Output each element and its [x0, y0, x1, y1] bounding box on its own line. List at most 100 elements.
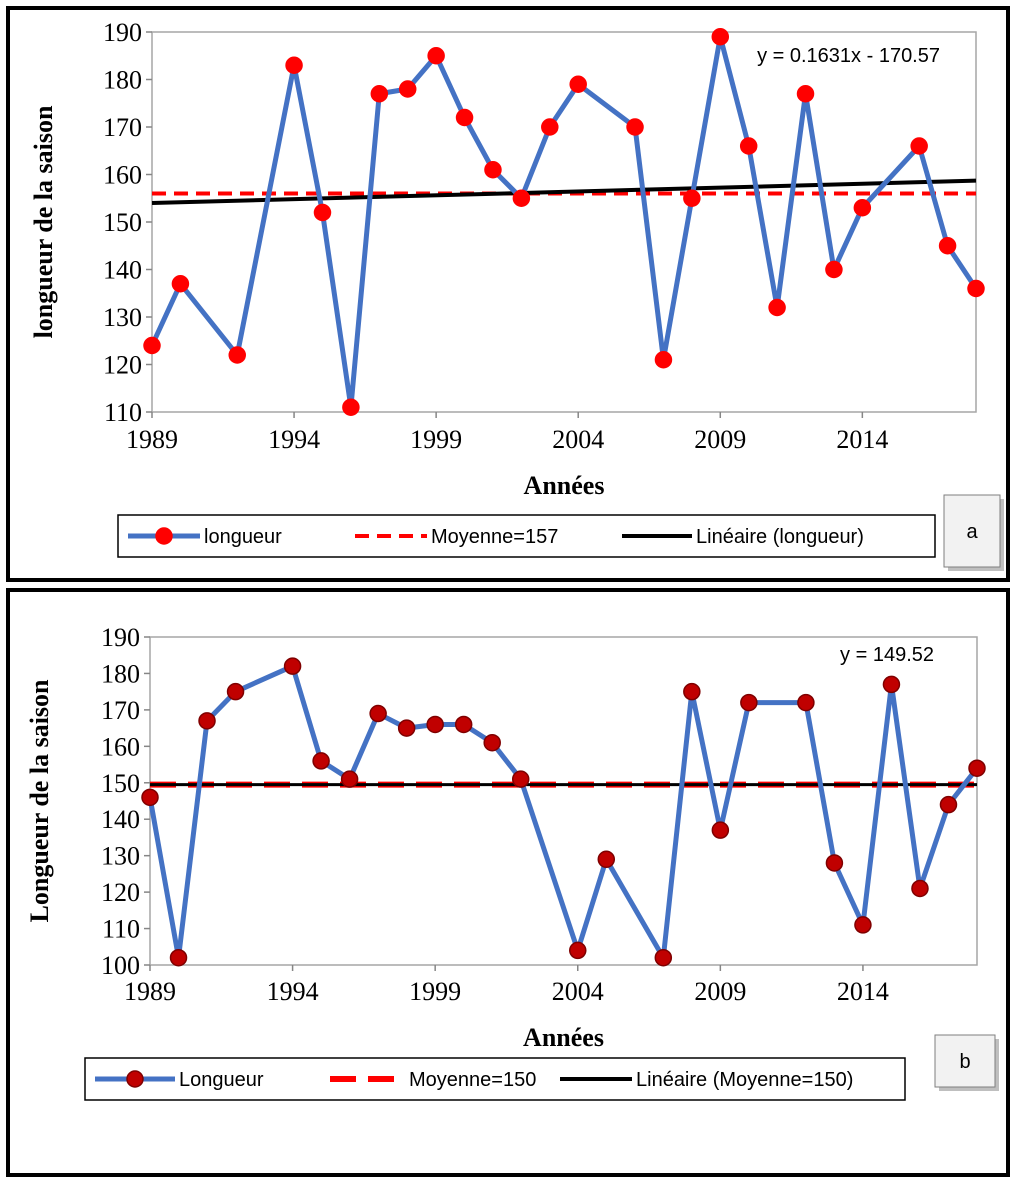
x-tick-label: 2004	[552, 977, 604, 1006]
y-tick-label: 160	[103, 161, 142, 190]
legend-label: Longueur	[179, 1069, 264, 1091]
x-tick-label: 1994	[268, 425, 320, 454]
x-tick-label: 2014	[836, 425, 888, 454]
data-point	[484, 161, 502, 179]
x-tick-label: 1989	[126, 425, 178, 454]
y-axis-title: Longueur de la saison	[25, 679, 54, 923]
y-tick-label: 190	[101, 623, 140, 652]
data-point	[711, 28, 730, 46]
x-tick-label: 2014	[837, 977, 889, 1006]
data-point	[285, 56, 303, 74]
annotation: y = 149.52	[840, 644, 934, 666]
y-tick-label: 100	[101, 951, 140, 980]
y-tick-label: 180	[101, 659, 140, 688]
x-tick-label: 2004	[552, 425, 604, 454]
data-point	[740, 693, 758, 712]
data-point	[853, 199, 872, 217]
data-point	[569, 75, 587, 93]
data-point	[683, 682, 701, 701]
data-point	[228, 346, 246, 364]
y-tick-label: 150	[101, 769, 140, 798]
data-point	[882, 675, 901, 694]
annotation: y = 0.1631x - 170.57	[757, 45, 940, 67]
legend-label: Moyenne=150	[409, 1069, 536, 1091]
x-tick-label: 2009	[694, 977, 746, 1006]
y-tick-label: 170	[101, 696, 140, 725]
data-point	[342, 398, 360, 416]
y-tick-label: 140	[101, 805, 140, 834]
x-tick-label: 2009	[694, 425, 746, 454]
panel-label: a	[966, 521, 978, 543]
data-point	[398, 80, 417, 98]
legend-label: Linéaire (longueur)	[696, 526, 864, 548]
y-tick-label: 150	[103, 208, 142, 237]
data-point	[825, 260, 843, 279]
series-line	[147, 663, 979, 961]
x-tick-label: 1999	[409, 977, 461, 1006]
data-point	[569, 941, 587, 960]
data-point	[511, 770, 530, 788]
data-point	[939, 795, 958, 814]
data-point	[911, 879, 929, 898]
legend-marker	[155, 527, 173, 545]
plot-area	[151, 31, 977, 413]
data-point	[313, 203, 332, 222]
data-point	[797, 693, 815, 712]
data-point	[796, 85, 815, 103]
legend-label: longueur	[204, 526, 282, 548]
data-point	[711, 821, 730, 839]
data-point	[143, 336, 161, 355]
data-point	[825, 854, 844, 872]
plot-area	[149, 636, 978, 966]
x-tick-label: 1999	[410, 425, 462, 454]
data-point	[226, 682, 245, 701]
data-point	[768, 298, 786, 317]
data-point	[198, 712, 216, 730]
data-point	[654, 948, 673, 967]
y-tick-label: 190	[103, 18, 142, 47]
data-point	[541, 118, 559, 136]
data-point	[283, 657, 302, 675]
data-point	[312, 752, 330, 770]
data-point	[938, 237, 957, 255]
data-point	[427, 47, 445, 65]
legend-marker	[126, 1070, 144, 1088]
data-point	[654, 351, 673, 369]
data-point	[683, 189, 701, 207]
legend-box	[84, 1057, 906, 1101]
data-point	[597, 850, 616, 869]
data-point	[454, 715, 473, 734]
y-tick-label: 130	[103, 303, 142, 332]
data-point	[483, 733, 501, 752]
data-point	[426, 715, 444, 734]
data-point	[397, 719, 416, 737]
y-tick-label: 130	[101, 842, 140, 871]
data-point	[340, 770, 359, 788]
y-tick-label: 160	[101, 732, 140, 761]
x-axis-title: Années	[523, 1023, 604, 1052]
series-line	[149, 34, 979, 410]
data-point	[854, 916, 872, 934]
data-point	[968, 759, 986, 777]
data-point	[369, 704, 387, 723]
y-tick-label: 110	[102, 915, 140, 944]
y-tick-label: 110	[104, 398, 142, 427]
x-tick-label: 1994	[267, 977, 319, 1006]
x-axis-title: Années	[524, 471, 605, 500]
panel-border	[6, 588, 1010, 1177]
y-tick-label: 120	[101, 878, 140, 907]
data-point	[169, 948, 188, 967]
y-tick-label: 180	[103, 66, 142, 95]
panel-label: b	[959, 1051, 970, 1073]
y-axis-title: longueur de la saison	[29, 105, 58, 338]
legend-label: Moyenne=157	[431, 526, 558, 548]
y-tick-label: 120	[103, 351, 142, 380]
y-tick-label: 140	[103, 256, 142, 285]
legend-box	[117, 514, 936, 558]
data-point	[626, 118, 644, 136]
y-tick-label: 170	[103, 113, 142, 142]
series-line	[151, 178, 977, 205]
data-point	[967, 279, 985, 298]
panel-border	[6, 6, 1010, 582]
